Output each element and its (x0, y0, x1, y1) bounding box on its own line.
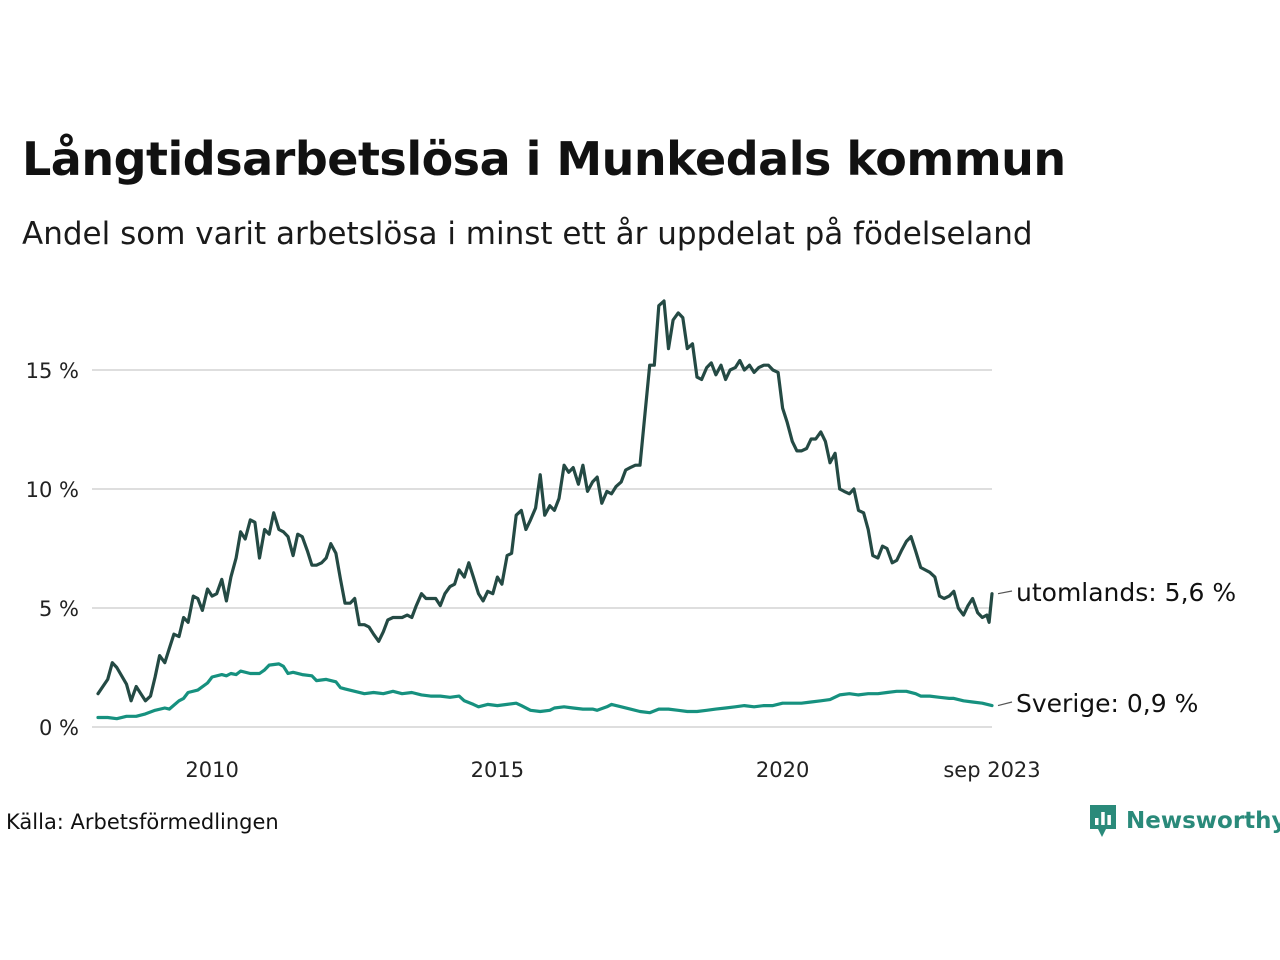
y-axis-ticks: 0 % 5 % 10 % 15 % (26, 359, 79, 740)
x-tick-label: sep 2023 (943, 758, 1040, 782)
brand-logo: Newsworthy (1088, 803, 1280, 839)
y-tick-label: 5 % (39, 597, 79, 621)
chart-subtitle: Andel som varit arbetslösa i minst ett å… (22, 216, 1033, 252)
end-label-connector (997, 590, 1013, 595)
end-labels: utomlands: 5,6 % Sverige: 0,9 % (997, 578, 1236, 718)
end-label-utomlands: utomlands: 5,6 % (1016, 578, 1236, 607)
y-tick-label: 0 % (39, 716, 79, 740)
x-tick-label: 2015 (471, 758, 524, 782)
y-tick-label: 15 % (26, 359, 79, 383)
brand-name: Newsworthy (1126, 808, 1280, 834)
gridlines (92, 369, 992, 728)
series-lines (96, 299, 994, 721)
chart-title: Långtidsarbetslösa i Munkedals kommun (22, 132, 1066, 186)
x-tick-label: 2020 (756, 758, 809, 782)
newsworthy-logo-icon (1090, 805, 1116, 837)
end-label-sverige: Sverige: 0,9 % (1016, 689, 1198, 718)
end-label-connector (997, 701, 1013, 707)
source-note: Källa: Arbetsförmedlingen (6, 810, 279, 834)
x-axis-ticks: 2010 2015 2020 sep 2023 (185, 758, 1040, 782)
series-line-sverige (96, 662, 994, 721)
y-tick-label: 10 % (26, 478, 79, 502)
x-tick-label: 2010 (185, 758, 238, 782)
series-line-utomlands (96, 299, 994, 703)
